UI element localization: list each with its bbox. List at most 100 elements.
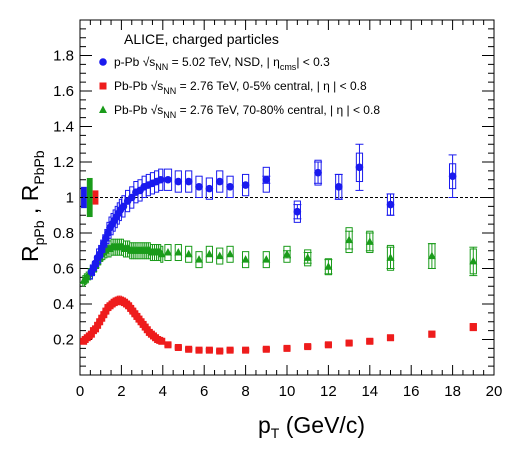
y-axis-title: RpPb , RPbPb	[17, 150, 47, 262]
data-point	[215, 177, 224, 186]
legend-cms-sub: cms	[280, 62, 297, 72]
sys-box	[226, 245, 234, 263]
data-point	[216, 347, 224, 355]
data-point	[314, 168, 322, 177]
data-point	[205, 346, 213, 354]
sys-box	[195, 251, 203, 269]
legend-system: Pb-Pb	[114, 103, 151, 117]
y-tick-label: 1.2	[53, 154, 74, 171]
x-tick-label: 10	[279, 383, 296, 400]
data-point	[94, 321, 102, 329]
data-point	[157, 249, 166, 258]
data-point	[96, 318, 104, 326]
legend-sqrt-s: √s	[151, 103, 164, 117]
y-tick-label: 1.6	[53, 83, 74, 100]
legend-system: p-Pb	[114, 55, 143, 69]
x-tick-label: 20	[486, 383, 503, 400]
x-axis-title-tail: (GeV/c)	[279, 412, 365, 438]
sys-box	[241, 251, 250, 269]
data-point	[293, 207, 302, 216]
sys-box	[185, 245, 193, 263]
data-point	[283, 249, 291, 258]
y-axis-title-a: R	[17, 245, 43, 262]
data-point	[215, 251, 224, 260]
legend-energy: = 5.02 TeV, NSD, | η	[168, 55, 280, 69]
data-point	[174, 177, 183, 186]
data-point	[184, 177, 193, 186]
sys-box	[345, 227, 353, 254]
axes: 0 2 4 6 8 10 12 14 16 18 20 0.2 0.4 0.6 0.8 1 1.2 1.4 1.6 1…	[53, 20, 502, 400]
y-tick-label: 1	[66, 190, 74, 207]
sys-box	[366, 230, 374, 254]
data-point	[98, 314, 106, 322]
sys-box	[164, 244, 172, 262]
legend-nn-sub: NN	[163, 86, 176, 96]
x-tick-label: 0	[76, 383, 84, 400]
data-point	[92, 325, 100, 333]
data-point	[99, 82, 107, 90]
data-point	[262, 175, 271, 184]
legend-entry: Pb-Pb √sNN = 2.76 TeV, 70-80% central, |…	[114, 103, 380, 120]
y-tick-label: 0.4	[53, 296, 74, 313]
data-point	[448, 172, 457, 180]
data-point	[283, 344, 291, 352]
data-point	[174, 248, 183, 256]
legend-sqrt-s: √s	[143, 55, 156, 69]
legend-eta-range: | < 0.3	[296, 55, 330, 69]
legend-sqrt-s: √s	[151, 79, 164, 93]
data-point	[242, 346, 250, 354]
data-point	[386, 253, 395, 261]
series-pb-pb-0-5-	[80, 295, 477, 355]
data-point	[304, 343, 312, 351]
data-point	[195, 346, 203, 354]
legend-nn-sub: NN	[163, 110, 176, 120]
sys-box	[262, 251, 270, 269]
sys-box	[283, 245, 291, 263]
data-point	[226, 346, 234, 354]
x-tick-label: 12	[320, 383, 337, 400]
legend-title: ALICE, charged particles	[124, 31, 279, 47]
x-tick-label: 8	[241, 383, 249, 400]
data-point	[184, 249, 193, 258]
data-point	[205, 249, 214, 258]
data-point	[355, 163, 364, 172]
sys-box	[304, 249, 312, 267]
legend-entry: p-Pb √sNN = 5.02 TeV, NSD, | ηcms| < 0.3	[114, 55, 330, 72]
data-point	[303, 253, 312, 261]
x-tick-label: 18	[444, 383, 461, 400]
x-axis-title-main: p	[258, 412, 271, 438]
sys-box	[205, 245, 213, 263]
data-point	[99, 105, 107, 113]
sys-box	[324, 258, 333, 276]
data-point	[195, 183, 203, 191]
data-point	[164, 175, 172, 184]
data-point	[469, 256, 478, 265]
normalization-box	[86, 177, 93, 218]
data-point	[102, 307, 110, 315]
data-point	[205, 184, 214, 193]
x-tick-label: 14	[361, 383, 378, 400]
data-point	[345, 339, 353, 347]
data-point	[100, 311, 108, 319]
sys-box	[386, 244, 395, 271]
data-point	[387, 334, 394, 342]
data-point	[469, 323, 477, 331]
data-point	[158, 337, 166, 345]
data-point	[324, 341, 332, 349]
svg-text:pT (GeV/c): pT (GeV/c)	[258, 412, 365, 441]
svg-text:RpPb , RPbPb: RpPb , RPbPb	[17, 150, 47, 262]
data-point	[427, 251, 436, 260]
x-tick-label: 6	[200, 383, 208, 400]
y-tick-label: 0.8	[53, 225, 74, 242]
y-tick-label: 1.4	[53, 119, 74, 136]
legend-energy: = 2.76 TeV, 0-5% central, | η | < 0.8	[176, 79, 367, 93]
x-tick-label: 16	[403, 383, 420, 400]
data-point	[226, 183, 234, 191]
x-tick-label: 2	[117, 383, 125, 400]
data-point	[241, 181, 250, 189]
legend-entry: Pb-Pb √sNN = 2.76 TeV, 0-5% central, | η…	[114, 79, 367, 96]
x-axis-title: pT (GeV/c)	[258, 412, 365, 441]
data-point	[334, 183, 343, 191]
data-point	[195, 255, 204, 263]
